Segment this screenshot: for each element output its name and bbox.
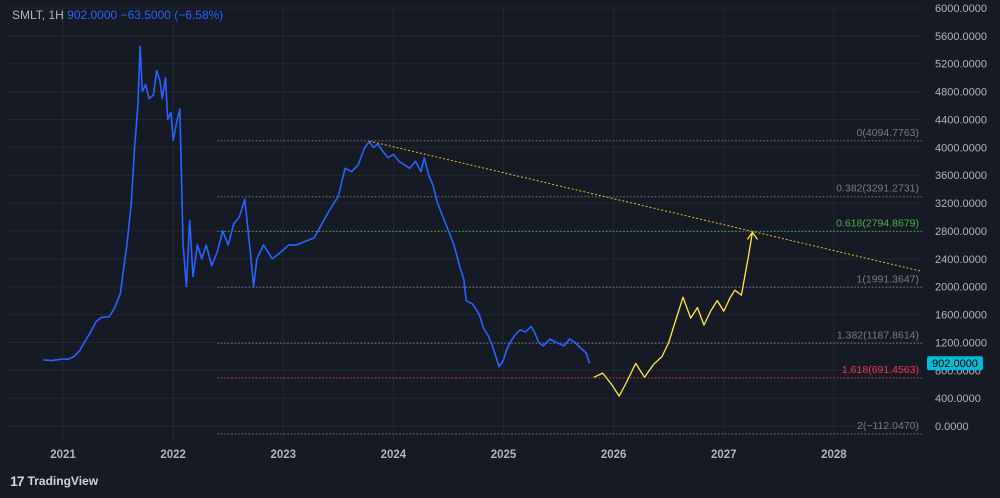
price-change: −63.5000 (−6.58%) (120, 8, 224, 22)
fib-level-label: 0(4094.7763) (857, 127, 919, 139)
x-tick-label: 2025 (491, 449, 517, 461)
y-tick-label: 1200.0000 (935, 337, 987, 349)
x-tick-label: 2027 (711, 449, 737, 461)
y-tick-label: 4800.0000 (935, 87, 987, 99)
y-tick-label: 0.0000 (935, 421, 969, 433)
symbol-name: SMLT (12, 8, 42, 22)
projection-series-line (593, 232, 754, 397)
brand-name: TradingView (27, 474, 99, 488)
fib-level-label: 1.382(1187.8614) (837, 329, 919, 341)
fib-level-label: 1.618(691.4563) (842, 364, 919, 376)
current-price-text: 902.0000 (932, 358, 978, 370)
fib-level-label: 1(1991.3647) (857, 273, 919, 285)
y-tick-label: 3600.0000 (935, 170, 987, 182)
y-tick-label: 4000.0000 (935, 142, 987, 154)
fib-level-label: 0.618(2794.8679) (836, 217, 919, 229)
y-tick-label: 2800.0000 (935, 226, 987, 238)
tradingview-logo-icon: 17 (10, 473, 25, 489)
current-price-badge (927, 356, 983, 371)
tradingview-brand[interactable]: 17 TradingView (10, 473, 98, 489)
y-tick-label: 2000.0000 (935, 282, 987, 294)
price-series-line (43, 45, 591, 368)
x-tick-label: 2026 (601, 449, 627, 461)
projection-arrowhead (746, 231, 758, 240)
y-tick-label: 1600.0000 (935, 310, 987, 322)
fib-level-label: 2(−112.0470) (857, 420, 919, 432)
x-tick-label: 2022 (160, 449, 186, 461)
symbol-legend: SMLT, 1H 902.0000 −63.5000 (−6.58%) (12, 8, 224, 22)
interval-label: 1H (48, 8, 64, 22)
y-tick-label: 6000.0000 (935, 3, 987, 15)
y-tick-label: 400.0000 (935, 393, 981, 405)
y-tick-label: 5200.0000 (935, 59, 987, 71)
x-tick-label: 2028 (821, 449, 847, 461)
trendline (369, 140, 923, 272)
y-tick-label: 4400.0000 (935, 114, 987, 126)
y-tick-label: 5600.0000 (935, 31, 987, 43)
x-tick-label: 2024 (381, 449, 407, 461)
y-tick-label: 2400.0000 (935, 254, 987, 266)
fib-level-label: 0.382(3291.2731) (836, 183, 919, 195)
y-tick-label: 3200.0000 (935, 198, 987, 210)
price-value: 902.0000 (67, 8, 118, 22)
x-tick-label: 2021 (50, 449, 76, 461)
x-tick-label: 2023 (271, 449, 297, 461)
